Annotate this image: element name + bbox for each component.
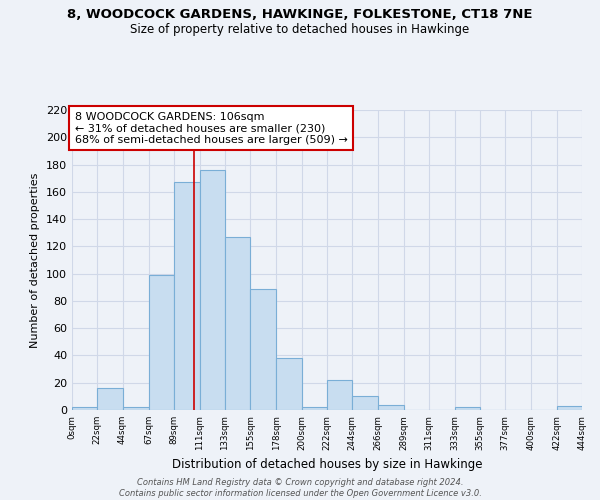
Text: Size of property relative to detached houses in Hawkinge: Size of property relative to detached ho… <box>130 22 470 36</box>
Bar <box>377 404 404 410</box>
Bar <box>199 170 225 410</box>
Bar <box>72 408 97 410</box>
Bar <box>557 406 582 410</box>
Bar <box>122 408 149 410</box>
Bar <box>302 408 327 410</box>
Bar <box>250 288 277 410</box>
Y-axis label: Number of detached properties: Number of detached properties <box>31 172 40 348</box>
Bar <box>149 275 174 410</box>
Text: Contains HM Land Registry data © Crown copyright and database right 2024.
Contai: Contains HM Land Registry data © Crown c… <box>119 478 481 498</box>
Text: 8 WOODCOCK GARDENS: 106sqm
← 31% of detached houses are smaller (230)
68% of sem: 8 WOODCOCK GARDENS: 106sqm ← 31% of deta… <box>74 112 347 144</box>
Bar <box>277 358 302 410</box>
Bar <box>327 380 352 410</box>
Text: 8, WOODCOCK GARDENS, HAWKINGE, FOLKESTONE, CT18 7NE: 8, WOODCOCK GARDENS, HAWKINGE, FOLKESTON… <box>67 8 533 20</box>
Bar <box>174 182 199 410</box>
Bar <box>97 388 122 410</box>
Bar <box>225 237 250 410</box>
Bar <box>455 408 480 410</box>
Bar <box>352 396 377 410</box>
X-axis label: Distribution of detached houses by size in Hawkinge: Distribution of detached houses by size … <box>172 458 482 471</box>
